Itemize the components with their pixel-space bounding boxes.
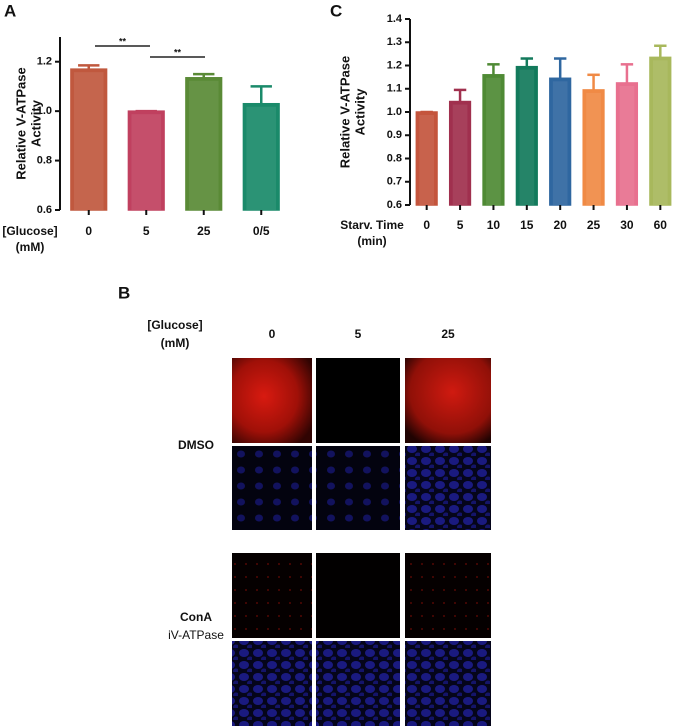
y-axis-label: Relative V-ATPase: [13, 67, 28, 179]
panel-b-images: [232, 358, 491, 726]
y-axis-label: Activity: [28, 99, 43, 147]
bar-inner: [188, 80, 219, 211]
micrograph: [316, 446, 400, 530]
y-axis-label: Relative V-ATPase: [337, 56, 352, 168]
y-tick-label: 0.8: [387, 152, 402, 164]
panel-letter: C: [330, 1, 342, 20]
bar: [185, 77, 223, 211]
y-tick-label: 1.1: [387, 83, 402, 95]
y-tick-label: 0.8: [37, 154, 52, 166]
x-axis-label: [Glucose]: [2, 224, 57, 238]
micrograph: [405, 553, 491, 638]
micrograph: [405, 446, 491, 530]
column-label: 25: [441, 327, 455, 341]
y-tick-label: 0.6: [387, 199, 402, 211]
micrograph: [405, 358, 491, 443]
bar: [127, 110, 165, 211]
y-tick-label: 0.6: [37, 204, 52, 216]
bar: [242, 102, 280, 211]
y-axis-label: Activity: [352, 88, 367, 136]
y-tick-label: 1.0: [387, 106, 402, 118]
bar-inner: [586, 92, 601, 205]
column-label: 0: [269, 327, 276, 341]
bar-inner: [246, 106, 277, 210]
panel-letter: A: [4, 1, 16, 20]
header-label: [Glucose]: [147, 318, 202, 332]
y-tick-label: 1.2: [387, 59, 402, 71]
x-axis-label: (mM): [16, 240, 45, 254]
x-tick-label: 15: [520, 218, 534, 232]
y-tick-label: 1.3: [387, 36, 402, 48]
annotation: **: [174, 47, 182, 57]
bar-inner: [619, 85, 635, 205]
row-label: DMSO: [178, 438, 214, 452]
x-tick-label: 60: [654, 218, 668, 232]
header-label: (mM): [161, 336, 190, 350]
row-label: ConA: [180, 610, 212, 624]
micrograph: [232, 446, 312, 530]
x-axis-label: Starv. Time: [340, 218, 404, 232]
x-tick-label: 5: [457, 218, 464, 232]
x-tick-label: 25: [587, 218, 601, 232]
bar-inner: [452, 104, 468, 205]
x-tick-label: 0/5: [253, 224, 270, 238]
y-tick-label: 1.4: [387, 13, 403, 25]
y-tick-label: 1.2: [37, 56, 52, 68]
bar-inner: [652, 60, 668, 205]
micrograph: [232, 358, 312, 443]
row-label: iV-ATPase: [168, 628, 224, 642]
x-tick-label: 30: [620, 218, 634, 232]
x-axis-label: (min): [357, 234, 386, 248]
panel-letter: B: [118, 283, 130, 302]
bar-inner: [73, 72, 104, 210]
y-tick-label: 0.9: [387, 129, 402, 141]
x-tick-label: 0: [85, 224, 92, 238]
x-tick-label: 25: [197, 224, 211, 238]
x-tick-label: 20: [554, 218, 568, 232]
column-label: 5: [355, 327, 362, 341]
bar-inner: [131, 114, 162, 210]
x-tick-label: 0: [423, 218, 430, 232]
x-tick-label: 10: [487, 218, 501, 232]
y-tick-label: 0.7: [387, 176, 402, 188]
bar-inner: [519, 69, 535, 205]
y-tick-label: 1.0: [37, 105, 52, 117]
annotation: **: [119, 36, 127, 46]
micrograph: [405, 641, 491, 726]
bar-inner: [486, 77, 501, 205]
bar-inner: [552, 81, 568, 205]
micrograph: [232, 641, 312, 726]
x-tick-label: 5: [143, 224, 150, 238]
micrograph: [316, 641, 400, 726]
bar-inner: [419, 115, 435, 205]
micrograph: [316, 553, 400, 638]
micrograph: [316, 358, 400, 443]
micrograph: [232, 553, 312, 638]
